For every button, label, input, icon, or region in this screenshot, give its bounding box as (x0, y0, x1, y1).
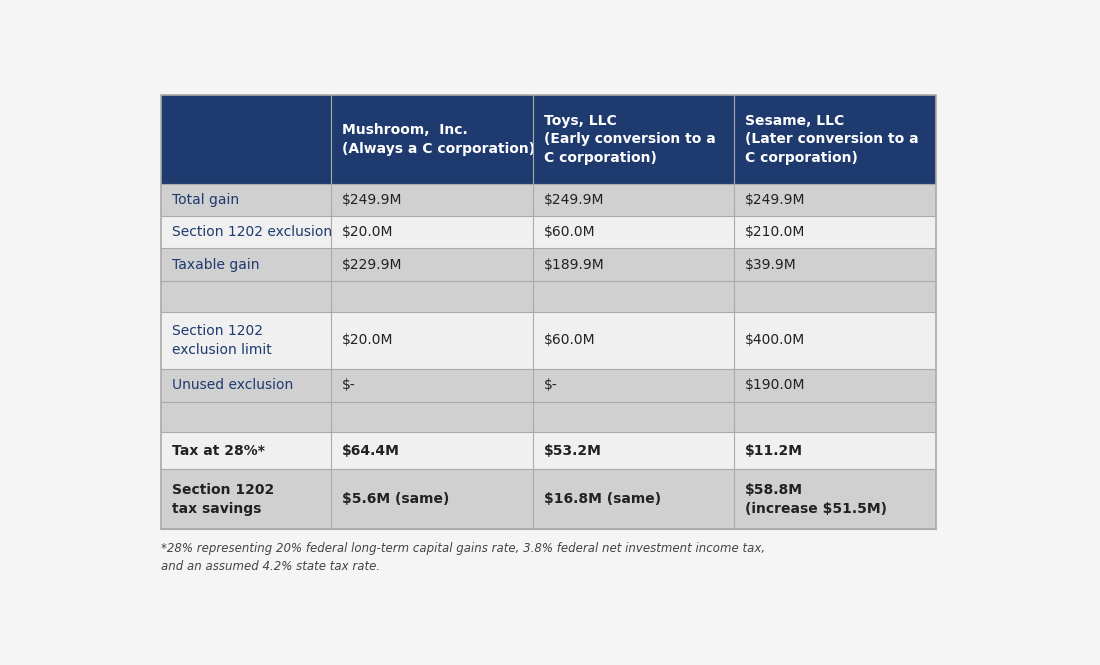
Bar (161, 95, 936, 529)
Bar (331, 469, 532, 529)
Bar (735, 402, 936, 432)
Bar (331, 432, 532, 469)
Bar (735, 95, 936, 184)
Bar (331, 281, 532, 312)
Bar (735, 249, 936, 281)
Text: $39.9M: $39.9M (745, 257, 796, 271)
Text: $-: $- (543, 378, 558, 392)
Bar (161, 312, 331, 369)
Bar (161, 249, 331, 281)
Text: $58.8M
(increase $51.5M): $58.8M (increase $51.5M) (745, 483, 887, 515)
Text: $16.8M (same): $16.8M (same) (543, 493, 661, 507)
Bar (532, 312, 735, 369)
Text: Tax at 28%*: Tax at 28%* (172, 444, 264, 458)
Text: $-: $- (342, 378, 356, 392)
Bar (532, 369, 735, 402)
Text: Sesame, LLC
(Later conversion to a
C corporation): Sesame, LLC (Later conversion to a C cor… (745, 114, 918, 165)
Text: $5.6M (same): $5.6M (same) (342, 493, 450, 507)
Text: *28% representing 20% federal long-term capital gains rate, 3.8% federal net inv: *28% representing 20% federal long-term … (161, 542, 764, 573)
Text: $210.0M: $210.0M (745, 225, 805, 239)
Bar (735, 469, 936, 529)
Bar (161, 216, 331, 249)
Text: $64.4M: $64.4M (342, 444, 400, 458)
Text: $400.0M: $400.0M (745, 333, 805, 347)
Text: $60.0M: $60.0M (543, 333, 595, 347)
Text: $60.0M: $60.0M (543, 225, 595, 239)
Text: $190.0M: $190.0M (745, 378, 805, 392)
Text: Total gain: Total gain (172, 193, 239, 207)
Text: $249.9M: $249.9M (543, 193, 604, 207)
Text: Toys, LLC
(Early conversion to a
C corporation): Toys, LLC (Early conversion to a C corpo… (543, 114, 715, 165)
Text: Mushroom,  Inc.
(Always a C corporation): Mushroom, Inc. (Always a C corporation) (342, 123, 536, 156)
Bar (161, 281, 331, 312)
Bar (532, 432, 735, 469)
Text: Section 1202
tax savings: Section 1202 tax savings (172, 483, 274, 515)
Text: $20.0M: $20.0M (342, 333, 394, 347)
Text: Section 1202 exclusion: Section 1202 exclusion (172, 225, 332, 239)
Text: $249.9M: $249.9M (342, 193, 403, 207)
Text: $249.9M: $249.9M (745, 193, 805, 207)
Bar (161, 184, 331, 216)
Bar (161, 432, 331, 469)
Bar (331, 369, 532, 402)
Bar (735, 184, 936, 216)
Bar (331, 402, 532, 432)
Bar (161, 95, 331, 184)
Bar (331, 249, 532, 281)
Bar (532, 184, 735, 216)
Text: Taxable gain: Taxable gain (172, 257, 260, 271)
Bar (735, 312, 936, 369)
Bar (161, 469, 331, 529)
Bar (331, 95, 532, 184)
Bar (532, 216, 735, 249)
Text: Unused exclusion: Unused exclusion (172, 378, 293, 392)
Bar (331, 312, 532, 369)
Bar (532, 402, 735, 432)
Text: $20.0M: $20.0M (342, 225, 394, 239)
Text: $229.9M: $229.9M (342, 257, 403, 271)
Text: $11.2M: $11.2M (745, 444, 803, 458)
Bar (532, 249, 735, 281)
Text: Section 1202
exclusion limit: Section 1202 exclusion limit (172, 325, 272, 356)
Bar (735, 369, 936, 402)
Bar (331, 216, 532, 249)
Bar (532, 95, 735, 184)
Bar (161, 402, 331, 432)
Bar (735, 216, 936, 249)
Bar (331, 184, 532, 216)
Bar (735, 432, 936, 469)
Bar (532, 469, 735, 529)
Text: $189.9M: $189.9M (543, 257, 604, 271)
Bar (161, 95, 936, 529)
Bar (532, 281, 735, 312)
Text: $53.2M: $53.2M (543, 444, 602, 458)
Bar (735, 281, 936, 312)
Bar (161, 369, 331, 402)
